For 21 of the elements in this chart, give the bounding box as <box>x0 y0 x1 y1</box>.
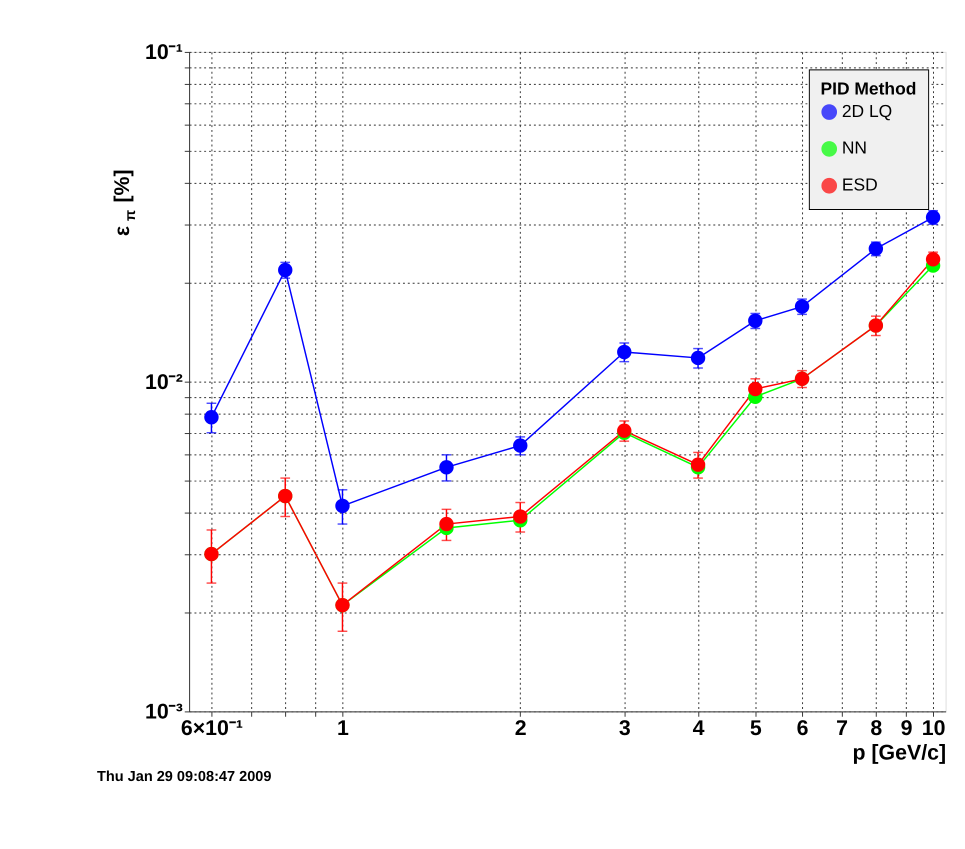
x-tick-label: 4 <box>692 716 705 740</box>
x-tick-label: 6×10⁻¹ <box>180 716 243 740</box>
x-tick-label: 6 <box>796 716 809 740</box>
x-axis-title: p [GeV/c] <box>852 740 946 764</box>
x-tick-label: 1 <box>337 716 350 740</box>
x-tick-label: 2 <box>514 716 527 740</box>
x-tick-label: 10 <box>922 716 946 740</box>
x-tick-label: 7 <box>836 716 848 740</box>
y-tick-label: 10⁻¹ <box>144 40 183 64</box>
y-tick-label: 10⁻² <box>144 370 183 394</box>
y-tick-label: 10⁻³ <box>144 700 183 724</box>
x-tick-label: 9 <box>900 716 913 740</box>
legend-label: NN <box>842 138 868 158</box>
legend-label: ESD <box>842 174 878 195</box>
y-axis-title: επ [%] <box>110 169 139 236</box>
legend-label: 2D LQ <box>842 100 892 121</box>
x-tick-label: 8 <box>870 716 882 740</box>
text: Thu Jan 29 09:08:47 2009 <box>96 769 272 786</box>
legend-title: PID Method <box>820 78 916 99</box>
x-tick-label: 5 <box>750 716 762 740</box>
x-tick-label: 3 <box>618 716 631 740</box>
